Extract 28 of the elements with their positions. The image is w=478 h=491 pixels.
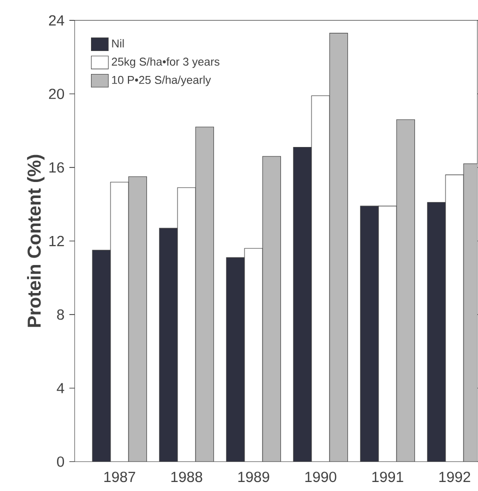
y-tick-label: 4 [56, 383, 64, 394]
y-axis-title: Protein Content (%) [27, 154, 44, 327]
x-tick-label: 1991 [372, 472, 404, 482]
bar [293, 146, 312, 462]
x-tick-label: 1987 [104, 472, 136, 482]
bar [262, 156, 281, 462]
y-tick-label: 8 [57, 309, 64, 320]
bar [159, 228, 178, 462]
x-tick-label: 1992 [439, 472, 470, 482]
x-tick-label: 1988 [171, 472, 202, 482]
bar [128, 176, 147, 462]
y-tick-label: 24 [49, 15, 64, 26]
bar [195, 126, 214, 462]
x-tick-label: 1990 [305, 472, 336, 482]
bar [427, 202, 446, 462]
bar [360, 206, 379, 462]
bar [396, 119, 415, 462]
bar [92, 250, 111, 462]
y-tick-label: 20 [49, 88, 64, 100]
legend-label: 10 P•25 S/ha/yearly [112, 76, 211, 86]
bar [226, 257, 245, 462]
legend-label: 25kg S/ha•for 3 years [112, 57, 220, 68]
legend-label: Nil [112, 39, 124, 48]
x-tick-label: 1989 [238, 472, 270, 482]
y-tick-label: 0 [57, 456, 64, 467]
y-tick-label: 16 [49, 162, 64, 173]
bar [329, 32, 348, 462]
y-tick-label: 12 [49, 236, 64, 246]
